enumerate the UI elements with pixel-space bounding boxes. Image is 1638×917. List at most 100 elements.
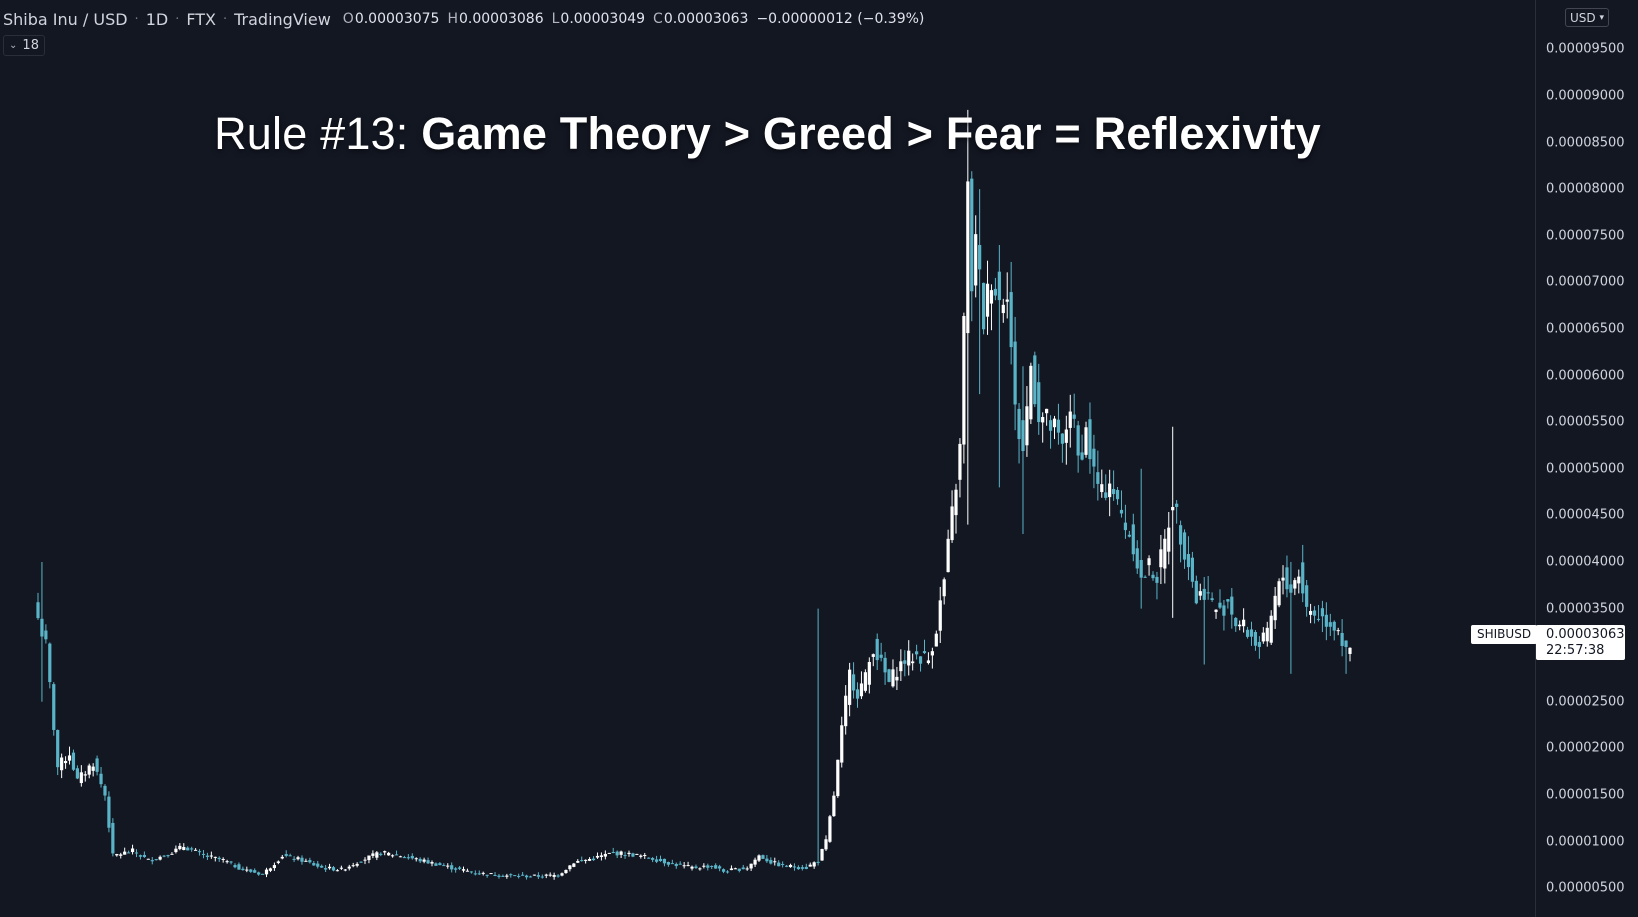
candle-body bbox=[528, 876, 533, 878]
candle-body bbox=[477, 873, 481, 875]
candle-body bbox=[879, 654, 883, 658]
candle-body bbox=[615, 851, 619, 856]
candle-countdown: 22:57:38 bbox=[1546, 643, 1605, 658]
candle-body bbox=[1178, 525, 1183, 545]
candle-body bbox=[233, 865, 237, 868]
candle-body bbox=[249, 869, 253, 872]
candle-body bbox=[926, 660, 931, 664]
candle-body bbox=[1297, 576, 1301, 584]
candle-body bbox=[710, 865, 714, 867]
candle-body bbox=[1096, 472, 1100, 484]
candle-body bbox=[158, 856, 162, 860]
candle-body bbox=[221, 858, 225, 860]
candle-body bbox=[741, 867, 745, 870]
candle-body bbox=[867, 662, 871, 685]
candle-body bbox=[138, 855, 143, 857]
candle-body bbox=[670, 863, 674, 865]
candle-body bbox=[643, 855, 647, 857]
interval-label[interactable]: 1D bbox=[145, 9, 169, 29]
candle-body bbox=[1171, 507, 1175, 511]
candle-body bbox=[60, 757, 64, 771]
candle-body bbox=[225, 861, 229, 863]
candle-body bbox=[796, 867, 801, 870]
candle-body bbox=[828, 816, 832, 842]
candle-body bbox=[698, 868, 702, 870]
candle-body bbox=[1021, 420, 1025, 452]
candle-body bbox=[619, 851, 623, 855]
y-tick-label: 0.00006000 bbox=[1546, 368, 1625, 384]
candle-body bbox=[1293, 580, 1297, 589]
candle-body bbox=[229, 861, 233, 863]
candle-body bbox=[1336, 630, 1340, 632]
candle-body bbox=[694, 866, 698, 868]
candle-body bbox=[851, 674, 856, 691]
candle-body bbox=[205, 855, 210, 857]
candle-body bbox=[658, 858, 663, 862]
candle-body bbox=[607, 852, 611, 854]
candle-body bbox=[788, 864, 793, 868]
candle-body bbox=[1175, 503, 1179, 507]
y-tick-label: 0.00009000 bbox=[1546, 88, 1625, 104]
caption-prefix: Rule #13: bbox=[214, 108, 422, 159]
candle-body bbox=[1222, 605, 1226, 616]
candle-body bbox=[725, 871, 730, 873]
candle-body bbox=[359, 861, 363, 863]
candle-body bbox=[406, 857, 410, 859]
indicators-toggle-button[interactable]: ⌄ 18 bbox=[3, 35, 45, 56]
candle-body bbox=[371, 853, 375, 856]
open-value: 0.00003075 bbox=[354, 11, 440, 27]
candle-body bbox=[1312, 610, 1317, 616]
candle-body bbox=[79, 772, 83, 784]
candle-body bbox=[733, 868, 737, 870]
candle-body bbox=[1037, 382, 1041, 423]
candle-body bbox=[623, 855, 627, 857]
indicator-count: 18 bbox=[22, 38, 39, 53]
currency-dropdown[interactable]: USD ▾ bbox=[1565, 8, 1609, 27]
candle-body bbox=[1005, 299, 1009, 302]
candle-body bbox=[150, 860, 154, 862]
candle-body bbox=[1344, 640, 1348, 648]
candle-body bbox=[394, 854, 399, 856]
candle-body bbox=[316, 863, 320, 867]
candle-body bbox=[115, 853, 119, 856]
candlestick-plot[interactable] bbox=[0, 0, 1535, 917]
low-label: L bbox=[551, 11, 560, 27]
candle-body bbox=[450, 865, 454, 870]
candle-body bbox=[1155, 576, 1159, 583]
candle-body bbox=[134, 852, 139, 854]
candle-body bbox=[1112, 488, 1116, 495]
y-tick-label: 0.00007500 bbox=[1546, 228, 1625, 244]
candle-body bbox=[1108, 483, 1112, 498]
candle-body bbox=[907, 650, 911, 666]
candle-body bbox=[387, 852, 391, 856]
candle-body bbox=[501, 875, 505, 877]
candle-body bbox=[509, 874, 513, 876]
candle-body bbox=[1253, 631, 1258, 646]
candle-body bbox=[123, 851, 127, 855]
candle-body bbox=[737, 868, 741, 871]
symbol-name[interactable]: Shiba Inu / USD bbox=[3, 9, 128, 29]
candle-body bbox=[997, 271, 1001, 301]
change-value: −0.00000012 (−0.39%) bbox=[756, 11, 925, 27]
currency-label: USD bbox=[1570, 10, 1596, 25]
candle-body bbox=[840, 725, 844, 763]
candle-body bbox=[241, 868, 245, 871]
candle-body bbox=[1115, 489, 1120, 500]
candle-body bbox=[1088, 419, 1092, 460]
candle-body bbox=[1305, 585, 1309, 607]
y-tick-label: 0.00004500 bbox=[1546, 507, 1625, 523]
candle-body bbox=[1167, 527, 1171, 552]
candle-body bbox=[335, 870, 340, 872]
candle-body bbox=[721, 869, 726, 872]
candle-body bbox=[410, 855, 414, 859]
candle-body bbox=[40, 618, 44, 637]
candle-body bbox=[517, 875, 521, 877]
high-label: H bbox=[447, 11, 458, 27]
candle-body bbox=[887, 669, 891, 682]
candle-body bbox=[536, 875, 540, 877]
candle-body bbox=[457, 867, 462, 869]
ohlc-values: O 0.00003075 H 0.00003086 L 0.00003049 C… bbox=[343, 11, 933, 27]
candle-body bbox=[595, 855, 600, 858]
candle-body bbox=[1257, 641, 1261, 647]
candle-body bbox=[859, 683, 864, 697]
